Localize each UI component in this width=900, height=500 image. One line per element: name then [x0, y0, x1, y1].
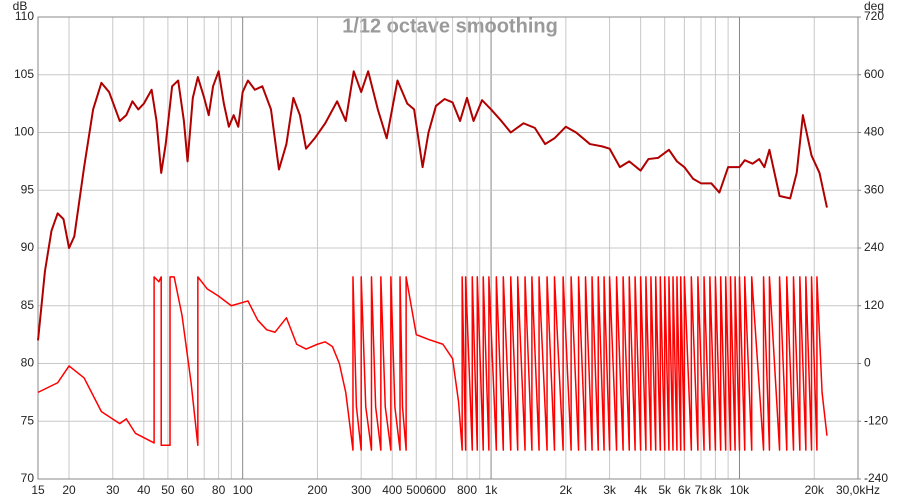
x-tick-label: 40	[137, 483, 151, 497]
x-tick-label: 7k	[695, 483, 709, 497]
x-tick-label: 8k	[709, 483, 723, 497]
x-tick-label: 1k	[485, 483, 499, 497]
y-tick-label: 105	[14, 67, 34, 81]
y2-tick-label: 720	[864, 9, 884, 23]
magnitude-line	[37, 70, 828, 341]
x-tick-label: 10k	[730, 483, 750, 497]
y2-tick-label: -240	[864, 471, 888, 485]
x-tick-label: 5k	[658, 483, 672, 497]
y2-tick-label: 360	[864, 182, 884, 196]
x-tick-label: 50	[161, 483, 175, 497]
x-tick-label: 300	[351, 483, 371, 497]
x-tick-label: 400	[382, 483, 402, 497]
x-tick-label: 30,0kHz	[836, 483, 880, 497]
plot-frame	[37, 16, 859, 480]
y2-axis-unit: deg	[864, 0, 884, 13]
x-tick-label: 80	[212, 483, 226, 497]
x-tick-label: 60	[181, 483, 195, 497]
chart-title: 1/12 octave smoothing	[342, 15, 558, 37]
y2-tick-label: 120	[864, 298, 884, 312]
y-tick-label: 110	[15, 9, 34, 23]
y-tick-label: 80	[21, 356, 35, 370]
y-tick-label: 75	[21, 413, 35, 427]
y2-tick-label: 0	[864, 356, 871, 370]
x-tick-label: 4k	[634, 483, 648, 497]
y-tick-label: 70	[21, 471, 35, 485]
y-tick-label: 85	[21, 298, 35, 312]
x-tick-label: 200	[307, 483, 327, 497]
x-tick-label: 3k	[603, 483, 617, 497]
phase-line	[37, 276, 828, 451]
y2-tick-label: 600	[864, 67, 884, 81]
y2-tick-label: 240	[864, 240, 884, 254]
x-tick-label: 600	[426, 483, 446, 497]
y-tick-label: 90	[21, 240, 35, 254]
x-tick-label: 500	[406, 483, 426, 497]
x-tick-label: 800	[457, 483, 477, 497]
x-tick-label: 30	[106, 483, 120, 497]
x-tick-label: 15	[31, 483, 45, 497]
x-tick-label: 20k	[805, 483, 825, 497]
x-tick-label: 20	[62, 483, 76, 497]
x-tick-label: 6k	[678, 483, 692, 497]
y-axis-unit: dB	[13, 0, 28, 13]
x-tick-label: 100	[233, 483, 253, 497]
y2-tick-label: 480	[864, 125, 884, 139]
y2-tick-label: -120	[864, 413, 888, 427]
y-tick-label: 95	[21, 182, 35, 196]
y-tick-label: 100	[14, 125, 34, 139]
x-tick-label: 2k	[560, 483, 574, 497]
